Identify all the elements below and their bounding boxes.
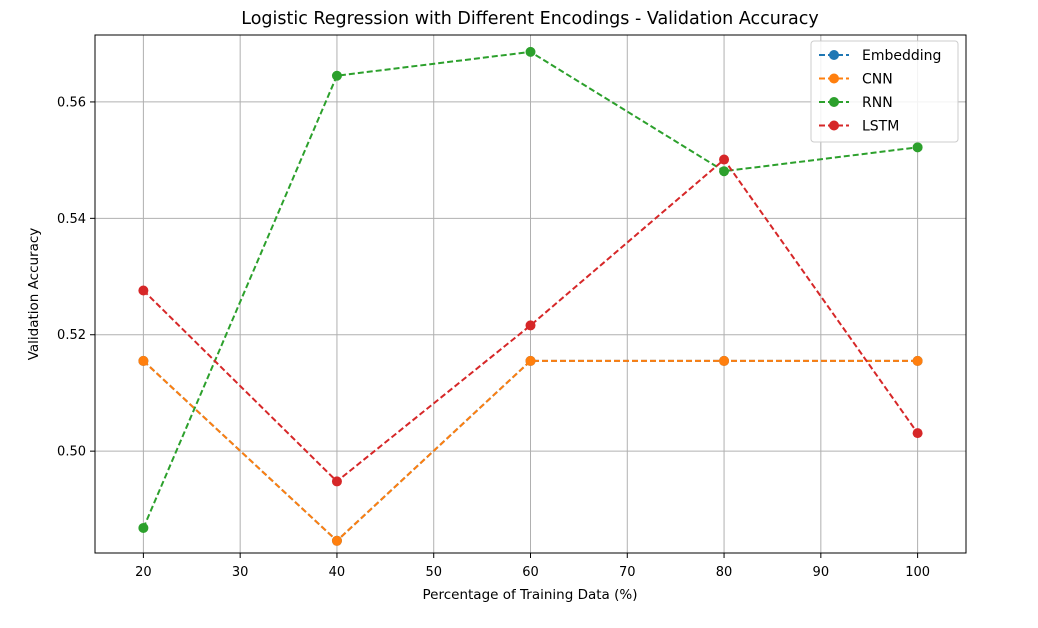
legend: Embedding CNN RNN LSTM	[810, 40, 959, 143]
data-point-rnn	[719, 166, 730, 177]
data-point-rnn	[331, 70, 342, 81]
data-point-lstm	[525, 320, 536, 331]
data-point-cnn	[138, 355, 149, 366]
legend-label-rnn: RNN	[862, 95, 893, 111]
data-point-cnn	[331, 535, 342, 546]
series-line-lstm	[142, 158, 919, 483]
x-tick-label: 100	[905, 565, 930, 580]
data-point-lstm	[331, 476, 342, 487]
data-point-cnn	[719, 355, 730, 366]
x-tick-label: 70	[619, 565, 636, 580]
x-tick-label: 80	[716, 565, 733, 580]
series-layer	[138, 46, 923, 546]
x-tick-label: 40	[329, 565, 346, 580]
y-tick-label: 0.56	[57, 95, 86, 110]
legend-marker-cnn	[829, 73, 839, 84]
x-tick-label: 20	[135, 565, 152, 580]
series-lstm	[138, 154, 923, 487]
data-point-rnn	[138, 522, 149, 533]
data-point-cnn	[912, 355, 923, 366]
x-tick-label: 50	[425, 565, 442, 580]
x-axis: 20 30 40 50 60 70 80 90 100	[135, 553, 930, 580]
y-tick-label: 0.50	[57, 445, 86, 460]
legend-box	[810, 40, 959, 143]
legend-marker-rnn	[829, 97, 839, 107]
data-point-cnn	[525, 355, 536, 366]
y-axis-label: Validation Accuracy	[26, 228, 42, 361]
series-cnn	[138, 355, 923, 546]
legend-marker-lstm	[829, 120, 839, 131]
series-line-cnn	[142, 359, 918, 543]
y-axis: 0.50 0.52 0.54 0.56	[57, 95, 95, 460]
data-point-rnn	[912, 142, 923, 153]
legend-item-embedding: Embedding	[819, 48, 941, 64]
series-rnn	[138, 46, 923, 533]
legend-label-lstm: LSTM	[862, 119, 899, 135]
data-point-rnn	[525, 46, 536, 57]
legend-marker-embedding	[829, 50, 839, 60]
x-axis-label: Percentage of Training Data (%)	[423, 587, 638, 603]
legend-item-rnn: RNN	[819, 95, 893, 111]
x-tick-label: 90	[813, 565, 830, 580]
legend-item-lstm: LSTM	[819, 119, 899, 135]
y-tick-label: 0.52	[57, 328, 86, 343]
y-tick-label: 0.54	[57, 212, 86, 227]
legend-item-cnn: CNN	[819, 72, 893, 88]
data-point-lstm	[138, 285, 149, 296]
x-tick-label: 30	[232, 565, 249, 580]
chart-title: Logistic Regression with Different Encod…	[241, 9, 818, 29]
x-tick-label: 60	[522, 565, 539, 580]
legend-label-cnn: CNN	[862, 72, 893, 88]
data-point-lstm	[719, 154, 730, 165]
data-point-lstm	[912, 428, 923, 439]
legend-label-embedding: Embedding	[862, 48, 941, 64]
